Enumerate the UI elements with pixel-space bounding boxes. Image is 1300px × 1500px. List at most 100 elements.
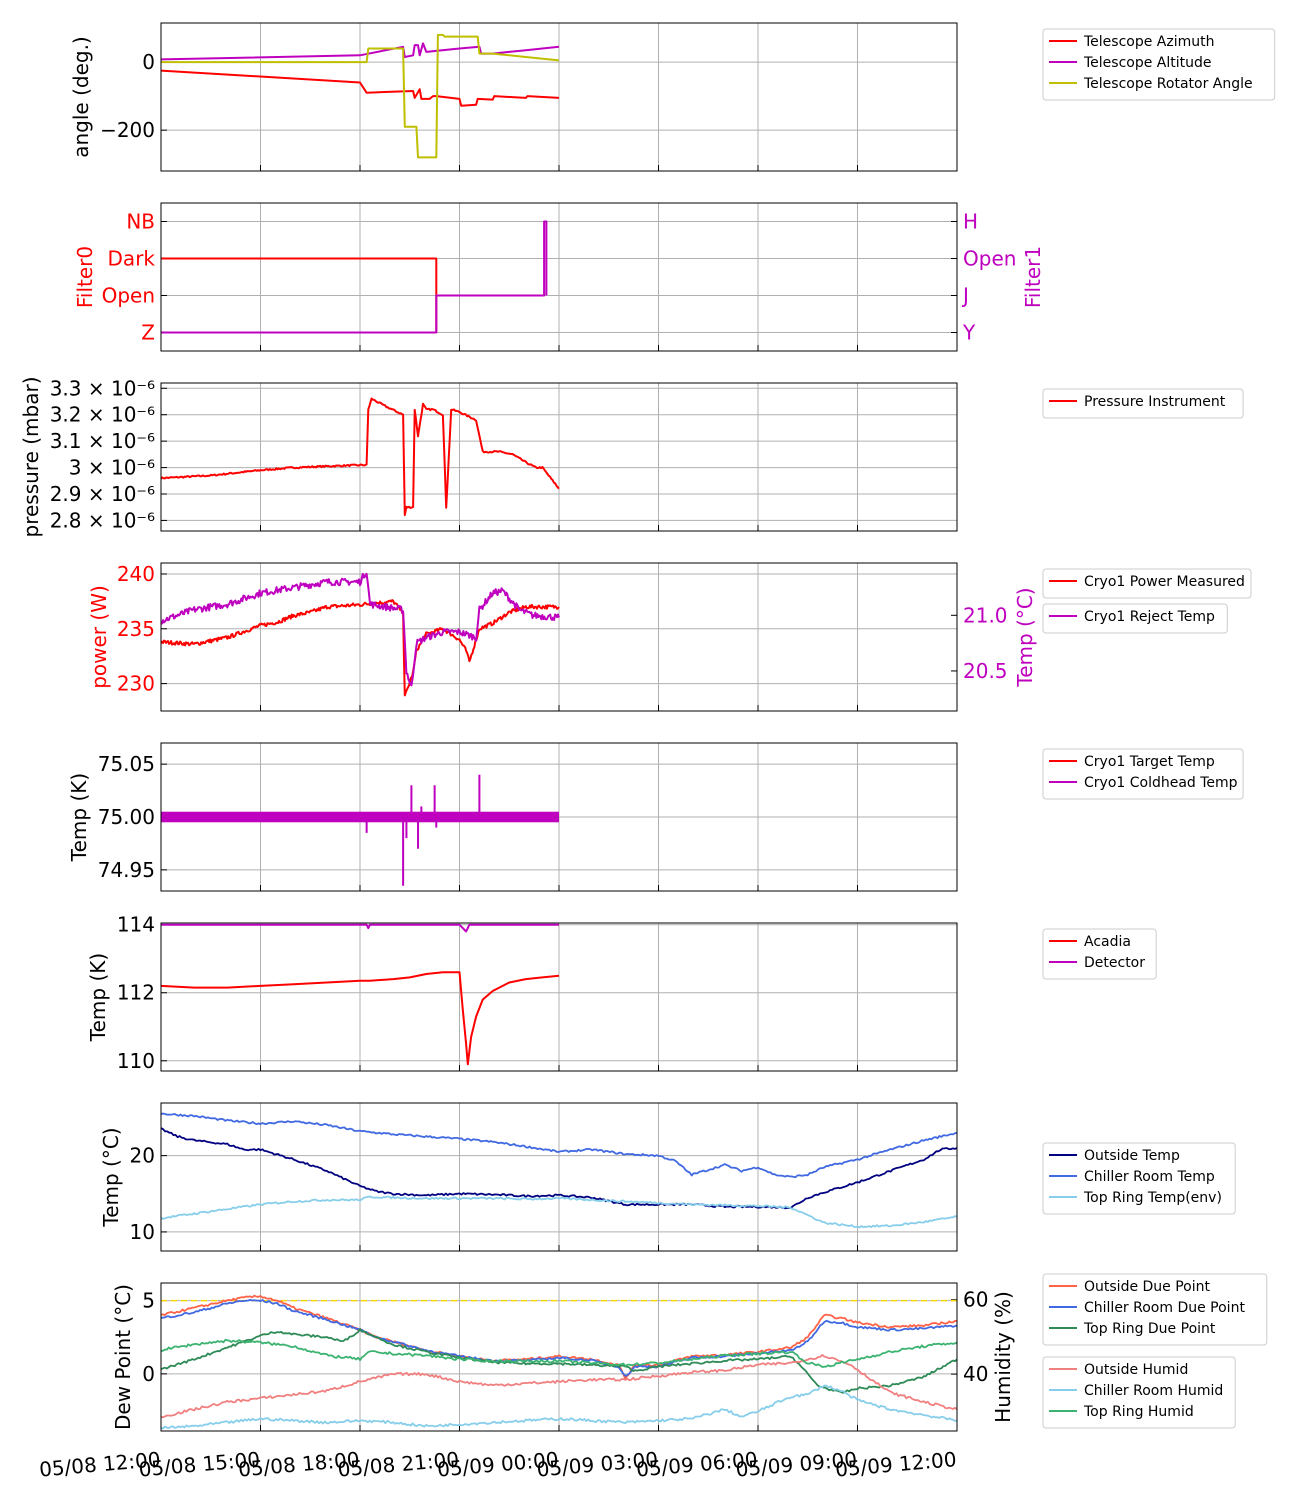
y-axis-label: Temp (K) <box>67 773 91 862</box>
legend-label: Pressure Instrument <box>1084 394 1226 410</box>
y-tick-label: 240 <box>117 562 155 586</box>
panel-acadia: 110 112 114 Temp (K) <box>86 913 958 1073</box>
legend-panel-7: Outside Due Point Chiller Room Due Point T… <box>1042 1273 1268 1346</box>
plot-frame <box>160 1282 958 1432</box>
plot-frame <box>160 742 958 892</box>
legend-label: Top Ring Temp(env) <box>1083 1190 1222 1206</box>
series-filter1 <box>161 220 548 334</box>
legend-panel-7: Outside Humid Chiller Room Humid Top Ring … <box>1042 1356 1236 1429</box>
series-outside-humid <box>161 1354 957 1419</box>
y-axis-label-right: Filter1 <box>1021 246 1045 308</box>
plot-area <box>161 220 548 334</box>
legend-label: Chiller Room Due Point <box>1084 1300 1245 1316</box>
y-axis-label: angle (deg.) <box>69 36 93 158</box>
plot-area <box>161 923 560 1066</box>
y-tick-label: 75.05 <box>98 752 155 776</box>
y2-tick-label: Open <box>963 247 1016 271</box>
panel-dewpoint: 0 5 40 60 Dew Point (°C) Humidity (%) <box>111 1282 1015 1432</box>
legend-label: Top Ring Humid <box>1083 1404 1194 1420</box>
y-axis-label: Temp (°C) <box>99 1127 123 1227</box>
legend-label: Chiller Room Humid <box>1084 1383 1223 1399</box>
legend-label: Telescope Altitude <box>1083 55 1212 71</box>
y-axis-label: Temp (K) <box>86 953 110 1042</box>
y-axis-label-left: power (W) <box>87 585 111 689</box>
legend-panel-0: Telescope Azimuth Telescope Altitude Teles… <box>1042 28 1276 101</box>
plot-frame <box>160 1102 958 1252</box>
y2-tick-label: 40 <box>963 1362 988 1386</box>
series-pressure-instrument <box>161 397 560 517</box>
y-tick-label: 3.1 × 10⁻⁶ <box>50 429 155 453</box>
panel-cryo_temp: 74.95 75.00 75.05 Temp (K) <box>67 742 958 892</box>
legend-label: Chiller Room Temp <box>1084 1169 1215 1185</box>
legend-label: Top Ring Due Point <box>1083 1321 1216 1337</box>
legend-box <box>1042 388 1244 419</box>
plot-area <box>161 1294 957 1430</box>
plot-area <box>161 774 559 886</box>
series-chiller-room-temp <box>161 1112 957 1179</box>
plot-frame <box>160 202 958 352</box>
y-axis-label-left: Dew Point (°C) <box>111 1284 135 1430</box>
series-chiller-room-humid <box>161 1384 957 1430</box>
panel-cryo_power: 230 235 240 20.5 21.0 power (W) Temp (°C) <box>87 562 1037 712</box>
legend-box <box>1042 568 1252 599</box>
y-tick-label: 75.00 <box>98 805 155 829</box>
plot-area <box>161 1112 957 1229</box>
legend-label: Acadia <box>1084 934 1131 950</box>
legend-panel-3: Cryo1 Power Measured <box>1042 568 1252 599</box>
y-tick-label: Open <box>102 284 155 308</box>
y-tick-label: 3 × 10⁻⁶ <box>69 456 155 480</box>
y-axis-label-right: Temp (°C) <box>1013 587 1037 687</box>
legend-label: Cryo1 Coldhead Temp <box>1084 775 1238 791</box>
y-tick-label: 114 <box>117 913 155 937</box>
series-detector <box>161 923 559 933</box>
series-acadia <box>161 971 560 1066</box>
legend-box <box>1042 748 1244 800</box>
y-tick-label: 235 <box>117 617 155 641</box>
legend-label: Detector <box>1084 955 1145 971</box>
panel-pressure: 2.8 × 10⁻⁶2.9 × 10⁻⁶3 × 10⁻⁶3.1 × 10⁻⁶3.… <box>19 376 958 538</box>
y-axis-label: pressure (mbar) <box>19 376 43 537</box>
y-tick-label: 3.3 × 10⁻⁶ <box>50 376 155 400</box>
series-top-ring-due-point <box>161 1328 957 1394</box>
y-tick-label: Dark <box>108 247 156 271</box>
y-tick-label: 110 <box>117 1049 155 1073</box>
series-cryo1-coldhead-temp-band <box>161 811 559 823</box>
legend-panel-6: Outside Temp Chiller Room Temp Top Ring Te… <box>1042 1142 1236 1215</box>
legend-panel-4: Cryo1 Target Temp Cryo1 Coldhead Temp <box>1042 748 1244 800</box>
y-axis-label-left: Filter0 <box>73 246 97 308</box>
series-top-ring-temp-env- <box>161 1195 957 1229</box>
y-tick-label: 5 <box>142 1289 155 1313</box>
series-outside-due-point <box>161 1294 957 1380</box>
y2-tick-label: Y <box>962 321 976 345</box>
legend-box <box>1042 603 1228 634</box>
y-tick-label: 20 <box>130 1144 155 1168</box>
y-tick-label: 2.8 × 10⁻⁶ <box>50 508 155 532</box>
legend-label: Outside Temp <box>1084 1148 1180 1164</box>
legend-box <box>1042 1142 1236 1215</box>
legend-label: Telescope Azimuth <box>1083 34 1214 50</box>
y-tick-label: NB <box>126 210 155 234</box>
plot-area <box>161 397 560 517</box>
series-telescope-rotator-angle <box>161 33 560 159</box>
y-tick-label: 10 <box>130 1220 155 1244</box>
y-tick-label: 2.9 × 10⁻⁶ <box>50 482 155 506</box>
legend-label: Outside Humid <box>1084 1362 1188 1378</box>
panel-env_temp: 10 20 Temp (°C) <box>99 1102 958 1252</box>
y-axis-label-right: Humidity (%) <box>991 1291 1015 1423</box>
y2-tick-label: 60 <box>963 1288 988 1312</box>
legend-panel-2: Pressure Instrument <box>1042 388 1244 419</box>
y2-tick-label: J <box>961 284 969 308</box>
plot-frame <box>160 562 958 712</box>
legend-label: Cryo1 Reject Temp <box>1084 609 1215 625</box>
y-tick-label: 74.95 <box>98 858 155 882</box>
panel-angles: 0 −200 angle (deg.) <box>69 22 958 172</box>
legend-panel-5: Acadia Detector <box>1042 928 1157 980</box>
legend-box <box>1042 28 1276 101</box>
legend-label: Cryo1 Power Measured <box>1084 574 1245 590</box>
y-tick-label: 0 <box>142 50 155 74</box>
plot-area <box>161 33 560 159</box>
y-tick-label: 112 <box>117 981 155 1005</box>
legend-label: Telescope Rotator Angle <box>1083 76 1253 92</box>
y-tick-label: 3.2 × 10⁻⁶ <box>50 403 155 427</box>
